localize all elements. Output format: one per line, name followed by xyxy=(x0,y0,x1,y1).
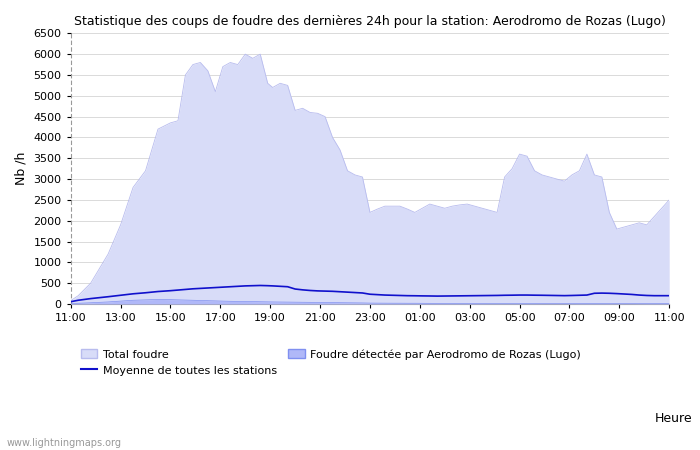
Text: Heure: Heure xyxy=(654,412,692,425)
Legend: Total foudre, Moyenne de toutes les stations, Foudre détectée par Aerodromo de R: Total foudre, Moyenne de toutes les stat… xyxy=(76,345,586,380)
Y-axis label: Nb /h: Nb /h xyxy=(15,152,28,185)
Title: Statistique des coups de foudre des dernières 24h pour la station: Aerodromo de : Statistique des coups de foudre des dern… xyxy=(74,15,666,28)
Text: www.lightningmaps.org: www.lightningmaps.org xyxy=(7,438,122,448)
